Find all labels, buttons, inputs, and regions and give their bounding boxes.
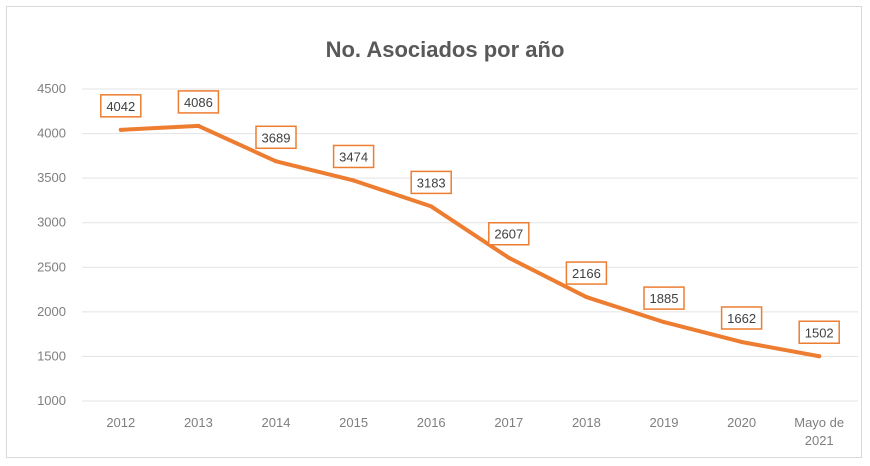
data-point (196, 123, 201, 128)
data-label-box (643, 286, 685, 310)
data-label: 1885 (650, 291, 679, 306)
data-label: 1662 (727, 311, 756, 326)
gridlines (82, 88, 858, 402)
y-tick-label: 3500 (37, 170, 66, 185)
x-tick-label: 2020 (727, 415, 756, 430)
y-tick-label: 3000 (37, 215, 66, 230)
y-tick-label: 4500 (37, 81, 66, 96)
x-tick-label: Mayo de 2021 (794, 415, 844, 448)
data-label: 2166 (572, 266, 601, 281)
y-tick-label: 2000 (37, 304, 66, 319)
data-label-box (410, 170, 452, 195)
series-line-group (118, 123, 822, 359)
y-tick-label: 2500 (37, 259, 66, 274)
x-tick-label: 2019 (650, 415, 679, 430)
y-axis-tick-labels: 1000 1500 2000 2500 3000 3500 4000 4500 (37, 81, 66, 408)
x-tick-label: 2015 (339, 415, 368, 430)
y-tick-label: 4000 (37, 126, 66, 141)
data-label-box (720, 306, 763, 330)
data-label: 1502 (805, 325, 834, 340)
data-point (584, 295, 589, 300)
x-tick-label: 2014 (262, 415, 291, 430)
data-label-box (488, 221, 530, 246)
data-label: 4086 (184, 95, 213, 110)
chart-frame (6, 6, 862, 458)
x-tick-label: 2018 (572, 415, 601, 430)
x-tick-label: 2013 (184, 415, 213, 430)
data-point (274, 159, 278, 164)
data-label-box (255, 125, 297, 150)
data-label-box (177, 90, 220, 114)
data-label-box (565, 261, 608, 285)
data-point (662, 320, 666, 325)
data-point (817, 354, 822, 359)
y-tick-label: 1000 (37, 393, 66, 408)
x-axis-tick-labels: 2012 2013 2014 2015 2016 2017 2018 2019 2020 Mayo… (106, 415, 844, 448)
data-label-box (332, 144, 375, 169)
data-label: 2607 (494, 227, 523, 242)
data-point (351, 178, 356, 183)
series-line (118, 123, 822, 359)
data-point (118, 127, 123, 132)
x-tick-label: 2012 (106, 415, 135, 430)
data-point (739, 339, 744, 344)
data-label: 3689 (262, 130, 291, 145)
y-tick-label: 1500 (37, 348, 66, 363)
x-tick-label: 2016 (417, 415, 446, 430)
data-point (506, 255, 511, 260)
data-label-box (100, 94, 142, 118)
data-label: 4042 (106, 99, 135, 114)
x-tick-label: 2017 (494, 415, 523, 430)
chart-title: No. Asociados por año (326, 37, 565, 62)
data-label: 3474 (339, 149, 368, 164)
data-label: 3183 (417, 175, 446, 190)
data-point (429, 204, 434, 209)
data-label-box (798, 320, 840, 345)
data-labels: 4042 4086 3689 3474 3183 2607 2166 1885 1662 1502 (100, 90, 840, 345)
